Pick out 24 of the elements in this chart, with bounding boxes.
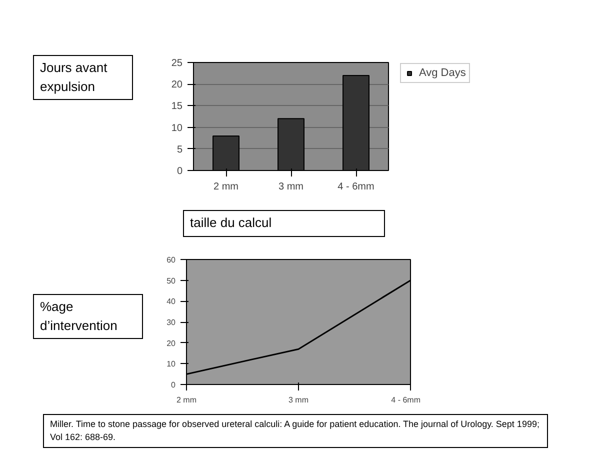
y-tick-label: 5 <box>176 144 183 156</box>
y-axis-title: %age d’intervention <box>33 294 143 340</box>
y-tick-label: 25 <box>171 58 183 69</box>
y-tick-label: 50 <box>166 276 176 286</box>
y-tick-label: 0 <box>171 380 176 390</box>
y-tick-label: 20 <box>166 338 176 348</box>
y-tick-label: 15 <box>171 101 183 112</box>
x-tick-label: 3 mm <box>278 182 304 192</box>
y-tick-label: 20 <box>171 80 183 91</box>
x-tick-label: 2 mm <box>214 182 238 192</box>
x-axis-title: taille du calcul <box>183 210 385 237</box>
x-tick-label: 4 - 6mm <box>391 396 421 404</box>
y-axis-title: Jours avant expulsion <box>33 55 133 100</box>
y-tick-label: 10 <box>166 360 176 369</box>
x-tick-label: 2 mm <box>176 396 197 404</box>
legend-label: Avg Days <box>419 67 466 79</box>
y-tick-label: 10 <box>171 122 183 134</box>
y-tick-label: 0 <box>176 166 183 177</box>
y-tick-label: 30 <box>166 318 176 327</box>
y-tick-label: 60 <box>166 256 176 264</box>
x-tick-label: 3 mm <box>288 396 309 404</box>
x-tick-label: 4 - 6mm <box>338 182 374 192</box>
y-tick-label: 40 <box>166 297 176 306</box>
text: Miller. Time to stone passage for observed ureteral calculi: A guide for patient education. The journal of Urology. Sept 1999; Vol 162: 688-69. <box>43 414 548 448</box>
